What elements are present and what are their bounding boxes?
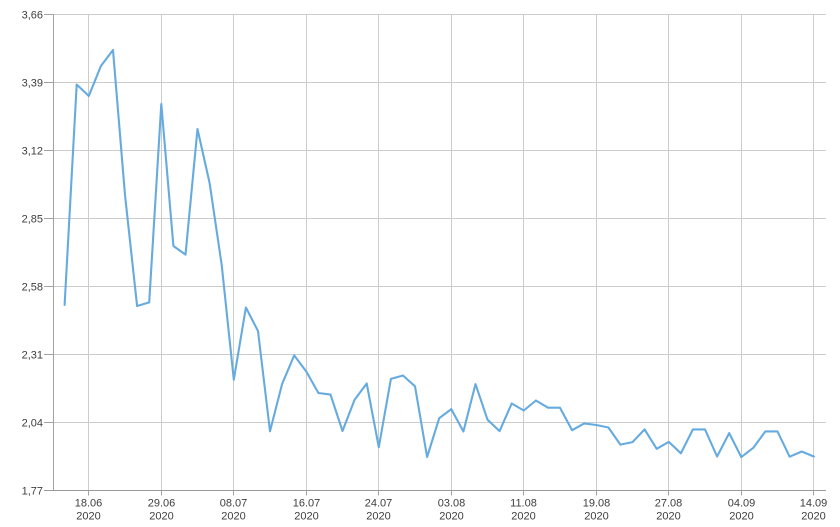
svg-text:2020: 2020 — [439, 511, 463, 523]
svg-text:2020: 2020 — [511, 511, 535, 523]
svg-text:2020: 2020 — [729, 511, 753, 523]
svg-text:14.09: 14.09 — [800, 498, 828, 510]
svg-text:03.08: 03.08 — [438, 498, 466, 510]
svg-text:3,39: 3,39 — [22, 77, 43, 89]
svg-text:2020: 2020 — [294, 511, 318, 523]
svg-text:24.07: 24.07 — [365, 498, 393, 510]
svg-text:2020: 2020 — [149, 511, 173, 523]
svg-text:19.08: 19.08 — [583, 498, 611, 510]
svg-text:2020: 2020 — [656, 511, 680, 523]
svg-text:27.08: 27.08 — [655, 498, 683, 510]
svg-text:08.07: 08.07 — [220, 498, 248, 510]
svg-text:3,12: 3,12 — [22, 145, 43, 157]
svg-text:16.07: 16.07 — [293, 498, 321, 510]
svg-text:2020: 2020 — [801, 511, 825, 523]
svg-text:29.06: 29.06 — [148, 498, 176, 510]
svg-text:3,66: 3,66 — [22, 9, 43, 21]
svg-text:1,77: 1,77 — [22, 485, 43, 497]
svg-text:2,85: 2,85 — [22, 213, 43, 225]
svg-text:18.06: 18.06 — [75, 498, 103, 510]
svg-text:2020: 2020 — [76, 511, 100, 523]
svg-text:2020: 2020 — [366, 511, 390, 523]
svg-text:2,04: 2,04 — [22, 417, 43, 429]
svg-text:11.08: 11.08 — [510, 498, 537, 510]
svg-text:2,58: 2,58 — [22, 281, 43, 293]
svg-text:2020: 2020 — [221, 511, 245, 523]
svg-text:2,31: 2,31 — [22, 349, 43, 361]
svg-text:04.09: 04.09 — [728, 498, 756, 510]
svg-text:2020: 2020 — [584, 511, 608, 523]
